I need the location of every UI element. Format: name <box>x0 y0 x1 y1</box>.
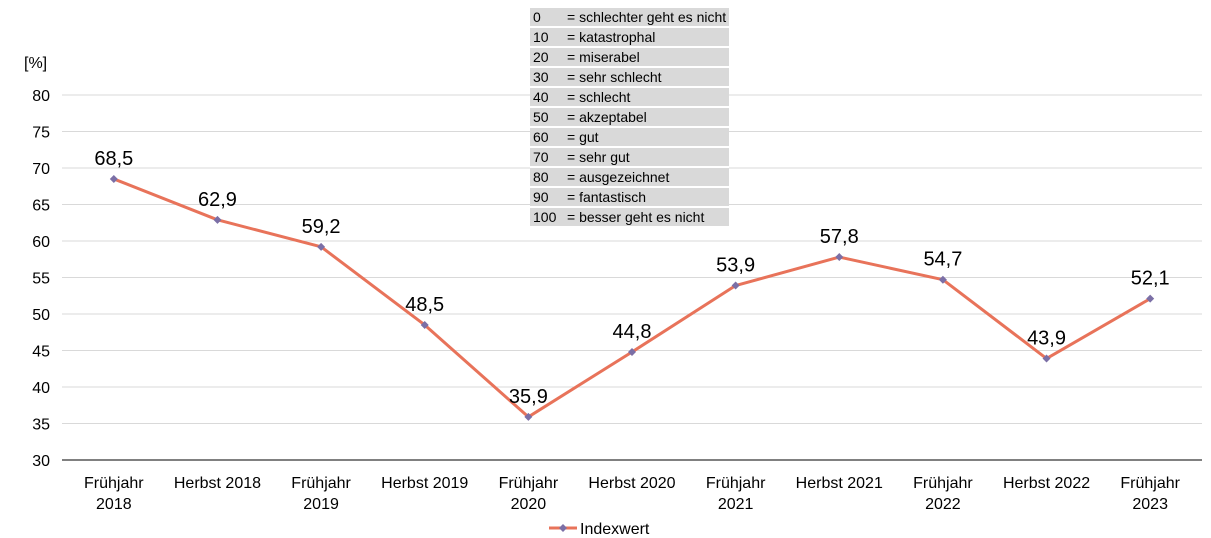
scale-row: 0 = schlechter geht es nicht <box>530 8 730 28</box>
data-point <box>524 412 533 421</box>
scale-annotation-table: 0 = schlechter geht es nicht 10 = katastrop… <box>530 8 730 228</box>
x-tick-label: Herbst 2022 <box>1003 475 1090 492</box>
data-label: 57,8 <box>820 226 859 248</box>
data-label: 59,2 <box>302 216 341 238</box>
scale-value: 90 <box>530 187 564 208</box>
scale-value: 50 <box>530 107 564 128</box>
legend-label: Indexwert <box>580 521 650 538</box>
data-point <box>109 174 118 183</box>
series-indexwert <box>109 174 1155 421</box>
data-point <box>317 242 326 251</box>
scale-description: = miserabel <box>564 47 730 68</box>
data-point <box>1146 294 1155 303</box>
data-label: 43,9 <box>1027 328 1066 350</box>
data-label: 52,1 <box>1131 268 1170 290</box>
data-point <box>213 215 222 224</box>
y-axis: 30 35 40 45 50 55 60 65 70 75 80 <box>32 88 50 470</box>
data-label: 54,7 <box>923 249 962 271</box>
scale-row: 40 = schlecht <box>530 87 730 108</box>
y-tick-label: 75 <box>32 125 50 142</box>
y-tick-label: 50 <box>32 307 50 324</box>
scale-value: 0 <box>530 8 564 28</box>
y-tick-label: 80 <box>32 88 50 105</box>
x-tick-label: Herbst 2018 <box>174 475 261 492</box>
legend: Indexwert <box>549 521 650 538</box>
y-tick-label: 30 <box>32 453 50 470</box>
scale-description: = sehr gut <box>564 147 730 168</box>
scale-row: 30 = sehr schlecht <box>530 67 730 88</box>
scale-description: = schlechter geht es nicht <box>564 8 730 28</box>
scale-row: 90 = fantastisch <box>530 187 730 208</box>
scale-description: = schlecht <box>564 87 730 108</box>
scale-description: = fantastisch <box>564 187 730 208</box>
y-tick-label: 65 <box>32 198 50 215</box>
data-point <box>938 275 947 284</box>
scale-row: 50 = akzeptabel <box>530 107 730 128</box>
data-label: 53,9 <box>716 255 755 277</box>
x-tick-label: Frühjahr 2021 <box>706 475 766 513</box>
scale-row: 70 = sehr gut <box>530 147 730 168</box>
x-tick-label: Frühjahr 2022 <box>913 475 973 513</box>
scale-description: = gut <box>564 127 730 148</box>
scale-value: 40 <box>530 87 564 108</box>
y-tick-label: 45 <box>32 344 50 361</box>
scale-row: 10 = katastrophal <box>530 27 730 48</box>
scale-value: 60 <box>530 127 564 148</box>
scale-description: = ausgezeichnet <box>564 167 730 188</box>
scale-row: 20 = miserabel <box>530 47 730 68</box>
scale-row: 80 = ausgezeichnet <box>530 167 730 188</box>
data-label: 68,5 <box>94 148 133 170</box>
scale-row: 60 = gut <box>530 127 730 148</box>
y-tick-label: 40 <box>32 380 50 397</box>
legend-marker <box>559 524 567 532</box>
y-tick-label: 60 <box>32 234 50 251</box>
data-labels: 68,5 62,9 59,2 48,5 35,9 44,8 53,9 57,8 54,7 43,9… <box>94 148 1169 408</box>
x-tick-label: Herbst 2020 <box>588 475 675 492</box>
data-point <box>1042 354 1051 363</box>
x-tick-label: Frühjahr 2018 <box>84 475 144 513</box>
x-axis: Frühjahr 2018 Herbst 2018 Frühjahr 2019 Herbs… <box>62 459 1202 513</box>
data-point <box>628 347 636 356</box>
x-tick-label: Frühjahr 2019 <box>291 475 351 513</box>
scale-value: 100 <box>530 207 564 228</box>
scale-value: 70 <box>530 147 564 168</box>
data-label: 44,8 <box>613 321 652 343</box>
x-tick-label: Frühjahr 2020 <box>499 475 559 513</box>
scale-description: = besser geht es nicht <box>564 207 730 228</box>
scale-description: = sehr schlecht <box>564 67 730 88</box>
scale-value: 10 <box>530 27 564 48</box>
y-tick-label: 70 <box>32 161 50 178</box>
scale-value: 30 <box>530 67 564 88</box>
data-point <box>835 253 844 262</box>
data-label: 48,5 <box>405 294 444 316</box>
data-point <box>731 281 740 290</box>
data-point <box>420 320 429 329</box>
x-tick-label: Herbst 2019 <box>381 475 468 492</box>
scale-description: = katastrophal <box>564 27 730 48</box>
x-tick-label: Frühjahr 2023 <box>1120 475 1180 513</box>
y-axis-label: [%] <box>24 55 47 72</box>
data-label: 62,9 <box>198 189 237 211</box>
data-label: 35,9 <box>509 386 548 408</box>
y-tick-label: 55 <box>32 271 50 288</box>
scale-value: 80 <box>530 167 564 188</box>
scale-value: 20 <box>530 47 564 68</box>
scale-row: 100 = besser geht es nicht <box>530 207 730 228</box>
scale-description: = akzeptabel <box>564 107 730 128</box>
y-tick-label: 35 <box>32 417 50 434</box>
x-tick-label: Herbst 2021 <box>796 475 883 492</box>
